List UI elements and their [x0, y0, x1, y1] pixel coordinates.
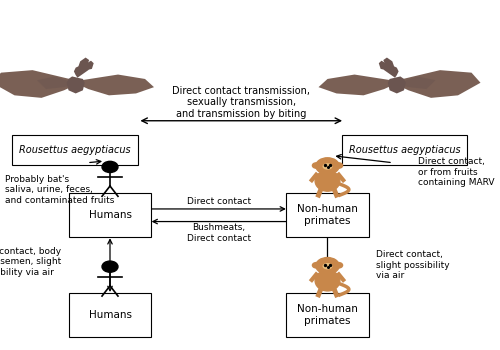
Circle shape: [312, 163, 320, 168]
Polygon shape: [37, 76, 78, 89]
Text: Humans: Humans: [88, 210, 132, 220]
Polygon shape: [78, 57, 89, 69]
Text: Humans: Humans: [88, 310, 132, 320]
Polygon shape: [84, 61, 94, 70]
Polygon shape: [379, 61, 388, 70]
Polygon shape: [395, 76, 436, 89]
Text: Direct contact: Direct contact: [186, 197, 251, 206]
Text: Direct contact,
slight possibility
via air: Direct contact, slight possibility via a…: [376, 250, 450, 280]
Point: [320, 162, 328, 168]
Point: [326, 162, 334, 168]
FancyBboxPatch shape: [69, 193, 151, 237]
Point: [324, 164, 332, 169]
Ellipse shape: [315, 271, 340, 291]
FancyBboxPatch shape: [286, 293, 369, 337]
Text: Non-human
primates: Non-human primates: [297, 304, 358, 326]
Ellipse shape: [315, 171, 340, 191]
Text: Bushmeats,
Direct contact: Bushmeats, Direct contact: [186, 223, 251, 243]
Text: Direct contact,
or from fruits
containing MARV: Direct contact, or from fruits containin…: [418, 158, 494, 187]
Ellipse shape: [323, 264, 332, 269]
Polygon shape: [74, 64, 90, 78]
Circle shape: [312, 262, 320, 268]
Point: [324, 264, 332, 270]
Polygon shape: [318, 75, 395, 95]
Circle shape: [102, 261, 118, 272]
FancyBboxPatch shape: [12, 135, 138, 164]
Point: [326, 262, 334, 267]
Circle shape: [335, 163, 342, 168]
Polygon shape: [66, 76, 84, 93]
Text: Direct contact, body
fluids, semen, slight
possibility via air: Direct contact, body fluids, semen, slig…: [0, 247, 62, 276]
Text: Rousettus aegyptiacus: Rousettus aegyptiacus: [19, 145, 131, 155]
FancyBboxPatch shape: [286, 193, 369, 237]
Polygon shape: [384, 57, 394, 69]
Text: Rousettus aegyptiacus: Rousettus aegyptiacus: [349, 145, 461, 155]
Circle shape: [102, 161, 118, 173]
Polygon shape: [0, 70, 78, 98]
FancyBboxPatch shape: [69, 293, 151, 337]
Polygon shape: [395, 70, 480, 98]
Text: Non-human
primates: Non-human primates: [297, 204, 358, 226]
Circle shape: [335, 262, 342, 268]
Polygon shape: [78, 75, 154, 95]
FancyBboxPatch shape: [342, 135, 468, 164]
Point: [320, 262, 328, 267]
Circle shape: [316, 258, 339, 274]
Ellipse shape: [323, 164, 332, 169]
Polygon shape: [388, 76, 406, 93]
Text: Direct contact transmission,
sexually transmission,
and transmission by biting: Direct contact transmission, sexually tr…: [172, 86, 310, 119]
Text: Probably bat's
saliva, urine, feces,
and contaminated fruits: Probably bat's saliva, urine, feces, and…: [5, 175, 114, 205]
Polygon shape: [382, 64, 398, 78]
Circle shape: [316, 158, 339, 174]
